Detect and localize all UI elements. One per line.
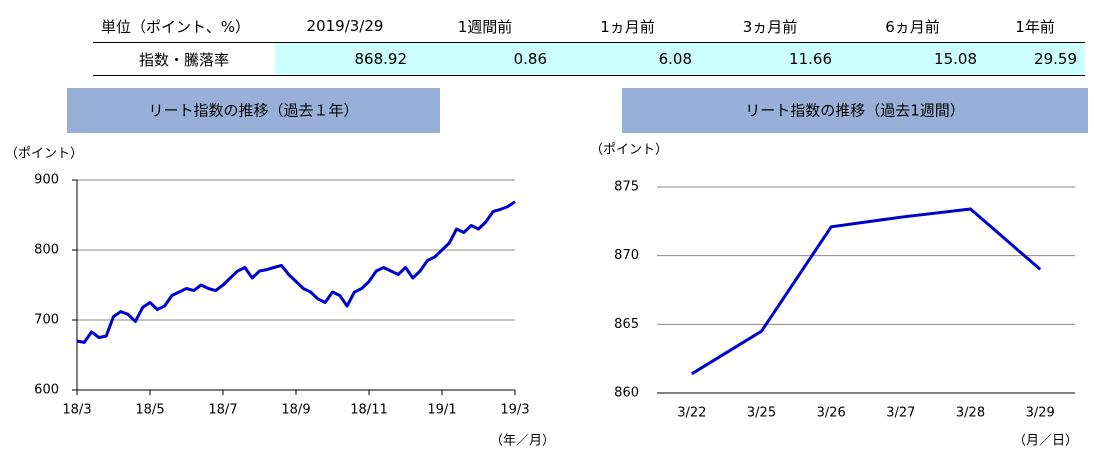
y-tick-label: 870 — [614, 248, 639, 263]
x-tick-label: 3/29 — [1026, 406, 1055, 421]
header-cell: 6ヵ月前 — [840, 10, 985, 43]
y-tick-label: 600 — [34, 383, 59, 398]
y-tick-label: 800 — [34, 243, 59, 258]
chart-title: リート指数の推移（過去１年） — [148, 102, 358, 120]
chart-title: リート指数の推移（過去1週間） — [745, 102, 965, 120]
y-axis-label: （ポイント） — [5, 147, 83, 162]
data-line — [691, 207, 1042, 376]
x-tick-label: 3/26 — [817, 406, 846, 421]
header-cell: 3ヵ月前 — [700, 10, 840, 43]
x-tick-label: 3/27 — [886, 406, 915, 421]
table-row: 指数・騰落率 868.92 0.86 6.08 11.66 15.08 29.5… — [93, 42, 1085, 76]
value-cell: 29.59 — [985, 42, 1085, 76]
y-tick-label: 900 — [34, 173, 59, 188]
value-cell: 11.66 — [700, 42, 840, 76]
x-tick-label: 18/5 — [135, 403, 164, 418]
y-tick-label: 700 — [34, 313, 59, 328]
row-label: 指数・騰落率 — [93, 42, 275, 76]
x-tick-label: 3/28 — [956, 406, 985, 421]
data-line — [76, 200, 516, 344]
x-tick-label: 18/3 — [62, 403, 91, 418]
x-tick-label: 18/9 — [281, 403, 310, 418]
header-cell: 単位（ポイント、%） — [93, 10, 275, 43]
title-box — [67, 88, 440, 133]
value-cell: 868.92 — [275, 42, 415, 76]
x-axis-label: （年／月） — [490, 434, 555, 449]
x-tick-label: 3/22 — [677, 406, 706, 421]
title-box — [622, 88, 1088, 133]
x-tick-label: 18/11 — [350, 403, 387, 418]
table-header: 単位（ポイント、%） 2019/3/29 1週間前 1ヵ月前 3ヵ月前 6ヵ月前… — [93, 10, 1085, 43]
header-cell: 2019/3/29 — [275, 10, 415, 43]
header-cell: 1ヵ月前 — [555, 10, 700, 43]
value-cell: 15.08 — [840, 42, 985, 76]
header-cell: 1年前 — [985, 10, 1085, 43]
x-tick-label: 19/3 — [500, 403, 529, 418]
summary-table: 単位（ポイント、%） 2019/3/29 1週間前 1ヵ月前 3ヵ月前 6ヵ月前… — [93, 10, 1085, 76]
x-tick-label: 3/25 — [747, 406, 776, 421]
x-axis-label: （月／日） — [1013, 434, 1078, 449]
y-tick-label: 875 — [614, 180, 639, 195]
header-cell: 1週間前 — [415, 10, 555, 43]
value-cell: 6.08 — [555, 42, 700, 76]
x-tick-label: 18/7 — [208, 403, 237, 418]
y-axis-label: （ポイント） — [590, 143, 668, 158]
x-tick-label: 19/1 — [427, 403, 456, 418]
y-tick-label: 860 — [614, 386, 639, 401]
value-cell: 0.86 — [415, 42, 555, 76]
y-tick-label: 865 — [614, 317, 639, 332]
